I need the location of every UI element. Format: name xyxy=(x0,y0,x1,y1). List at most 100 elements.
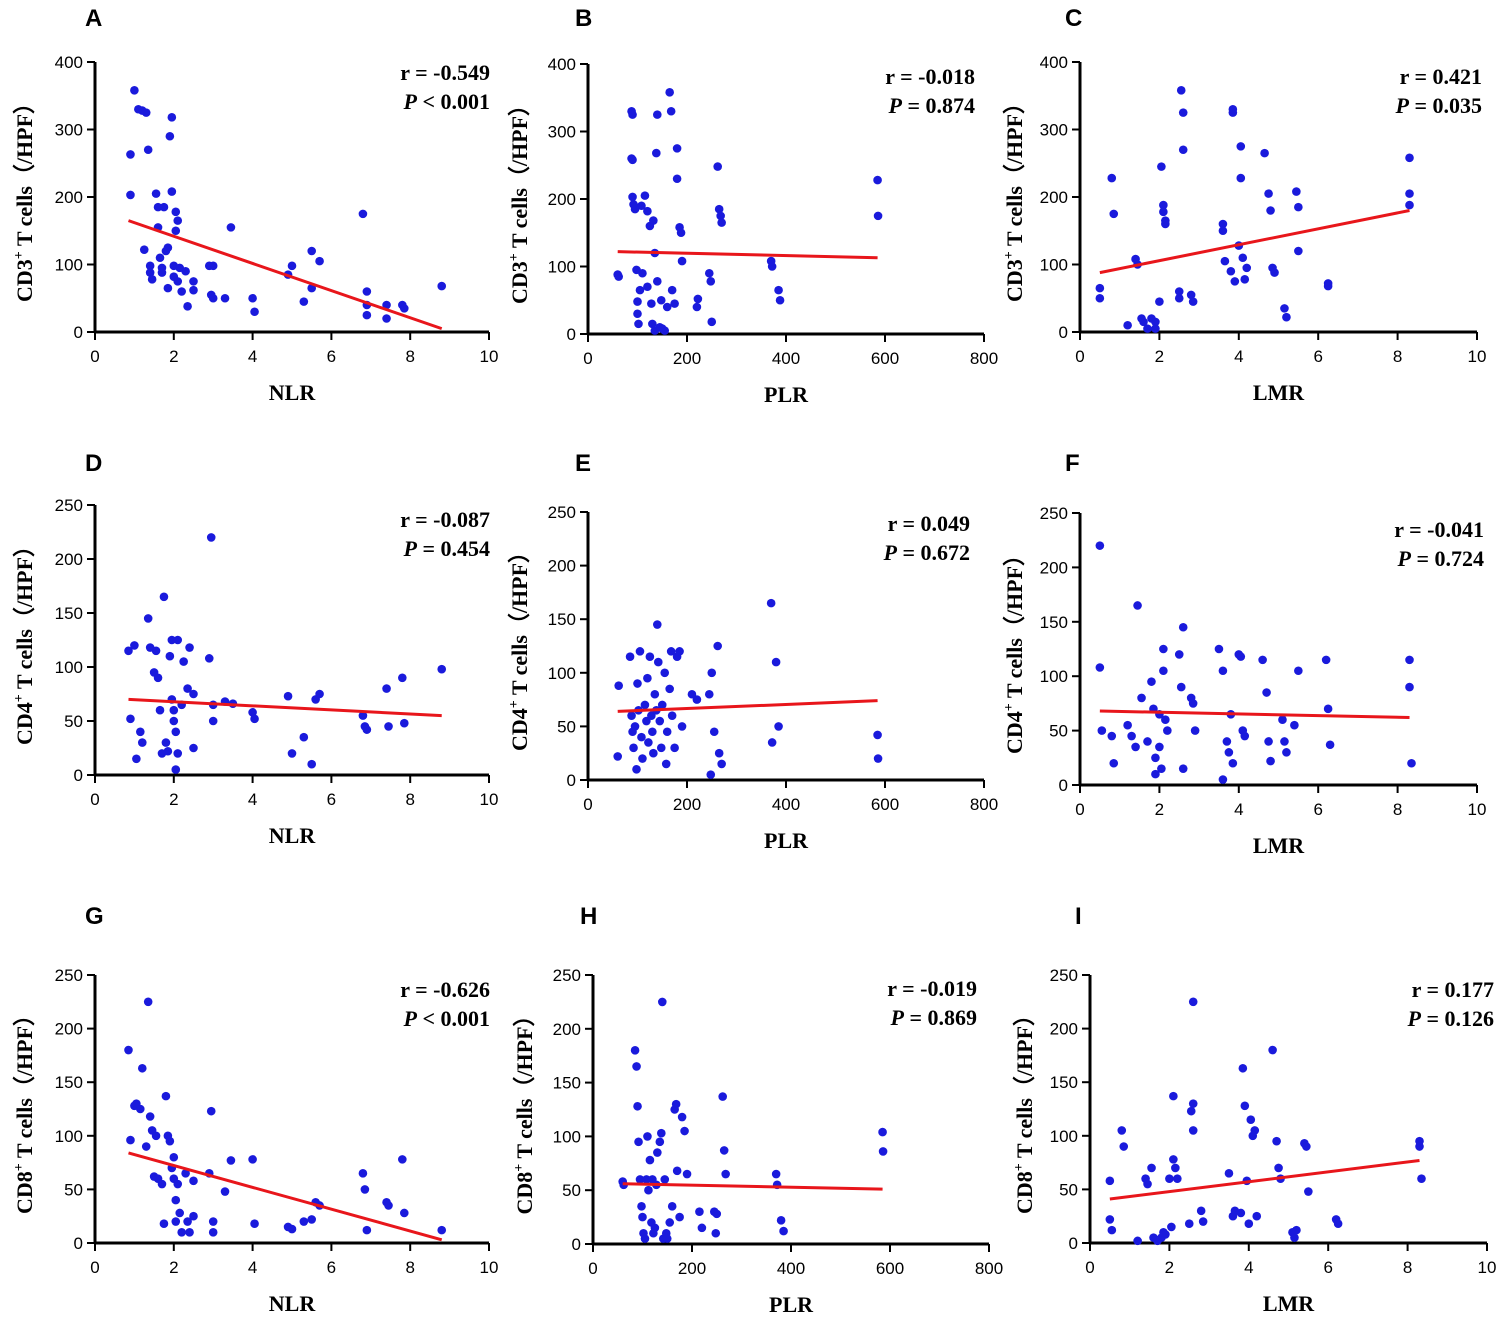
x-axis-label: PLR xyxy=(764,828,809,853)
x-axis-label: NLR xyxy=(269,380,317,405)
data-point xyxy=(384,1201,393,1210)
data-point xyxy=(155,253,165,263)
x-tick-label: 2 xyxy=(169,1258,178,1277)
panel-letter: H xyxy=(580,903,597,930)
data-point xyxy=(1147,1163,1156,1173)
x-tick-label: 6 xyxy=(327,1258,336,1277)
data-point xyxy=(315,689,324,699)
data-point xyxy=(1407,758,1416,768)
x-tick-label: 8 xyxy=(405,1258,414,1277)
data-point xyxy=(159,1219,169,1229)
data-point xyxy=(693,294,703,304)
data-point xyxy=(665,684,674,694)
y-tick-label: 200 xyxy=(55,188,83,207)
data-point xyxy=(163,283,173,293)
data-point xyxy=(151,646,161,656)
panel-letter: A xyxy=(85,5,102,32)
data-point xyxy=(1178,108,1188,117)
data-point xyxy=(718,1092,727,1101)
p-value: P < 0.001 xyxy=(403,89,491,114)
data-point xyxy=(1178,622,1188,632)
data-point xyxy=(643,282,652,292)
data-point xyxy=(632,1062,641,1071)
data-point xyxy=(151,189,161,198)
data-point xyxy=(1178,764,1188,773)
data-point xyxy=(1266,756,1275,766)
y-tick-label: 50 xyxy=(557,717,576,736)
data-point xyxy=(226,1156,236,1165)
data-point xyxy=(165,131,175,141)
data-point xyxy=(185,643,194,652)
data-point xyxy=(1264,189,1273,198)
data-point xyxy=(1238,1063,1248,1073)
data-point xyxy=(648,727,657,737)
data-point xyxy=(382,684,391,693)
data-point xyxy=(362,1225,372,1235)
data-point xyxy=(299,732,309,742)
data-point xyxy=(717,218,726,227)
data-point xyxy=(650,1223,660,1233)
data-point xyxy=(171,207,181,217)
x-tick-label: 0 xyxy=(1075,800,1084,819)
data-point xyxy=(677,722,687,731)
data-point xyxy=(399,304,409,313)
data-point xyxy=(707,317,717,327)
y-tick-label: 150 xyxy=(1050,1073,1078,1092)
data-point xyxy=(1236,173,1246,183)
data-point xyxy=(1236,652,1246,661)
data-point xyxy=(1169,1155,1178,1164)
y-tick-label: 250 xyxy=(55,966,83,985)
data-point xyxy=(181,1169,190,1178)
data-point xyxy=(1157,764,1166,773)
data-point xyxy=(643,673,652,683)
data-point xyxy=(171,727,181,737)
x-tick-label: 2 xyxy=(1165,1258,1174,1277)
r-value: r = -0.549 xyxy=(400,60,490,85)
data-point xyxy=(630,204,640,214)
data-point xyxy=(384,722,393,731)
data-point xyxy=(711,1228,721,1238)
x-tick-label: 600 xyxy=(876,1259,904,1278)
data-point xyxy=(1224,1169,1234,1178)
data-point xyxy=(179,657,188,666)
y-axis-label: CD4+ T cells（/HPF） xyxy=(1002,544,1027,754)
data-point xyxy=(161,1091,171,1101)
data-point xyxy=(682,1169,692,1179)
data-point xyxy=(126,150,135,159)
y-tick-label: 100 xyxy=(1040,667,1068,686)
data-point xyxy=(159,592,169,602)
y-tick-label: 200 xyxy=(548,557,576,576)
data-point xyxy=(159,202,169,212)
data-point xyxy=(208,261,218,271)
y-tick-label: 300 xyxy=(548,123,576,142)
data-point xyxy=(1167,1222,1176,1232)
y-tick-label: 100 xyxy=(548,258,576,277)
x-tick-label: 400 xyxy=(772,795,800,814)
x-axis-label: LMR xyxy=(1253,833,1305,858)
data-point xyxy=(1405,189,1414,198)
data-point xyxy=(399,718,409,728)
data-point xyxy=(1415,1142,1424,1151)
x-tick-label: 10 xyxy=(480,347,499,366)
data-point xyxy=(707,668,717,678)
data-point xyxy=(634,319,643,329)
data-point xyxy=(220,1187,230,1196)
data-point xyxy=(250,307,259,317)
x-tick-label: 2 xyxy=(169,347,178,366)
r-value: r = -0.041 xyxy=(1394,517,1484,542)
y-tick-label: 250 xyxy=(55,496,83,515)
data-point xyxy=(873,211,883,221)
data-point xyxy=(1280,737,1289,746)
y-tick-label: 150 xyxy=(1040,613,1068,632)
data-point xyxy=(315,256,324,266)
data-point xyxy=(1188,1126,1198,1135)
data-point xyxy=(1218,226,1228,236)
data-point xyxy=(657,700,667,710)
x-tick-label: 2 xyxy=(1155,347,1164,366)
data-point xyxy=(130,86,139,95)
x-tick-label: 10 xyxy=(480,790,499,809)
data-point xyxy=(1159,200,1168,210)
